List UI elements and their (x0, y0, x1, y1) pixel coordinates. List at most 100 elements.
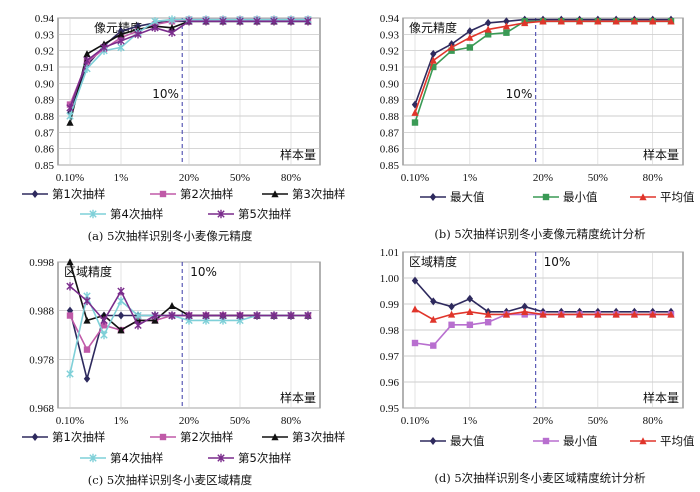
x-tick-label: 20% (533, 415, 553, 427)
legend-swatch-marker (217, 209, 225, 219)
data-point (612, 17, 620, 25)
panel-caption: (c) 5次抽样识别冬小麦区域精度 (88, 473, 253, 487)
legend-swatch-marker (271, 433, 279, 441)
legend-swatch-marker (31, 190, 39, 198)
y-tick-label: 0.978 (29, 354, 54, 366)
data-point (503, 29, 510, 36)
x-tick-label: 80% (281, 172, 301, 184)
series-平均值 (411, 17, 675, 116)
x-tick-label: 80% (643, 172, 663, 184)
y-tick-label: 0.92 (380, 46, 399, 58)
legend-label: 第3次抽样 (292, 187, 345, 201)
data-point (594, 17, 602, 25)
y-tick-label: 0.85 (35, 160, 55, 172)
y-tick-label: 0.87 (380, 127, 400, 139)
legend-swatch-marker (271, 190, 279, 198)
legend-label: 第5次抽样 (238, 207, 291, 221)
legend-swatch-marker (217, 453, 225, 463)
y-tick-label: 0.98 (380, 325, 400, 337)
data-point (100, 330, 108, 340)
data-point (667, 17, 675, 25)
y-tick-label: 0.86 (35, 144, 55, 156)
data-point (253, 311, 261, 320)
data-point (521, 308, 529, 315)
data-point (521, 19, 529, 27)
data-point (185, 17, 193, 26)
legend-item: 第3次抽样 (262, 187, 345, 201)
legend-item: 最大值 (420, 190, 485, 204)
legend-label: 第4次抽样 (110, 207, 163, 221)
data-point (168, 302, 176, 309)
y-tick-label: 0.968 (29, 403, 54, 415)
data-point (66, 312, 74, 319)
x-axis-label: 样本量 (643, 390, 679, 405)
data-point (447, 310, 456, 318)
y-tick-label: 0.85 (380, 160, 400, 172)
y-tick-label: 0.92 (35, 46, 54, 58)
x-tick-label: 1% (463, 415, 478, 427)
data-point (594, 310, 602, 318)
legend-label: 最大值 (450, 434, 485, 448)
x-tick-label: 0.10% (401, 415, 429, 427)
y-tick-label: 0.94 (380, 13, 400, 25)
data-point (83, 56, 91, 65)
panel-inner-label: 区域精度 (64, 264, 112, 279)
data-point (66, 282, 74, 291)
data-point (168, 311, 176, 320)
y-tick-label: 0.90 (380, 78, 400, 90)
data-point (502, 22, 511, 30)
legend-item: 第2次抽样 (150, 187, 233, 201)
legend: 最大值 最小值 平均值 (420, 190, 695, 204)
data-point (151, 23, 159, 32)
data-point (430, 63, 437, 71)
data-point (83, 50, 91, 58)
data-point (411, 119, 419, 126)
legend-swatch-marker (429, 193, 437, 201)
data-point (66, 118, 74, 126)
legend-item: 第4次抽样 (80, 207, 163, 221)
data-point (503, 17, 510, 26)
legend-swatch-marker (542, 437, 550, 445)
data-point (649, 17, 657, 25)
legend-item: 第1次抽样 (22, 430, 105, 444)
y-tick-label: 0.91 (35, 62, 54, 74)
data-point (612, 310, 620, 318)
data-point (168, 24, 176, 31)
x-tick-label: 1% (114, 172, 129, 184)
series-第5次抽样 (66, 17, 312, 113)
y-tick-label: 0.97 (380, 351, 400, 363)
y-tick-label: 0.94 (35, 13, 55, 25)
data-point (411, 339, 419, 347)
data-point (270, 17, 278, 26)
data-point (430, 297, 437, 306)
legend-swatch-marker (639, 193, 647, 201)
data-point (117, 311, 125, 320)
legend-label: 第4次抽样 (110, 451, 163, 465)
data-point (484, 18, 492, 27)
data-point (466, 33, 474, 41)
data-point (66, 111, 74, 121)
data-point (575, 17, 584, 25)
series-平均值 (411, 305, 675, 323)
data-point (484, 310, 492, 318)
x-tick-label: 80% (643, 415, 663, 427)
data-point (83, 374, 91, 383)
data-point (151, 311, 159, 320)
legend-item: 第5次抽样 (208, 451, 291, 465)
chart-panel-c: 0.968 0.978 0.988 0.998 0.10% 1% 20% 50% 80% 10% 区… (22, 257, 345, 487)
data-point (575, 310, 584, 318)
x-tick-label: 0.10% (56, 172, 84, 184)
x-tick-label: 50% (230, 415, 250, 427)
data-point (521, 302, 528, 311)
data-point (429, 315, 437, 323)
legend-item: 第4次抽样 (80, 451, 163, 465)
y-tick-label: 0.95 (380, 403, 400, 415)
x-axis-label: 样本量 (280, 390, 316, 405)
data-point (202, 311, 210, 320)
data-point (411, 276, 419, 285)
data-point (411, 108, 419, 116)
y-tick-label: 0.998 (29, 257, 54, 269)
data-point (466, 308, 474, 315)
